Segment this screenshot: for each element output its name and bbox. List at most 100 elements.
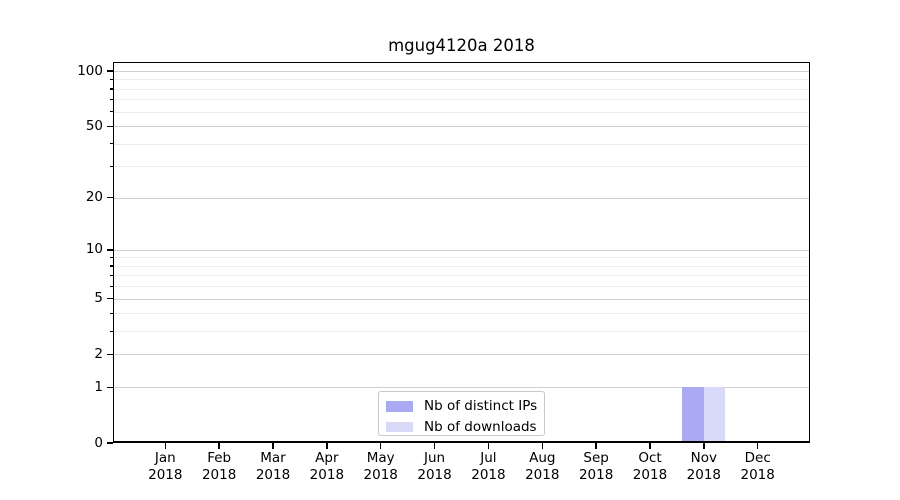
y-tick-label: 100 <box>77 62 103 79</box>
chart-title: mgug4120a 2018 <box>388 36 535 55</box>
minor-gridline <box>113 166 810 168</box>
x-tick <box>380 443 382 449</box>
x-tick-year: 2018 <box>201 466 237 483</box>
y-minor-tick <box>109 285 113 287</box>
x-tick <box>757 443 759 449</box>
x-tick-label: Mar 2018 <box>233 450 313 483</box>
bottom-spine <box>113 441 810 443</box>
y-minor-tick <box>109 111 113 113</box>
major-gridline <box>113 249 810 251</box>
legend: Nb of distinct IPs Nb of downloads <box>378 391 545 436</box>
y-tick <box>107 297 113 300</box>
x-tick-label: Oct 2018 <box>610 450 690 483</box>
x-tick-month: Nov <box>690 450 718 466</box>
x-tick-label: Feb 2018 <box>179 450 259 483</box>
y-tick <box>107 386 113 388</box>
x-tick-month: Mar <box>260 450 286 466</box>
x-tick-label: Nov 2018 <box>664 450 744 483</box>
y-minor-tick <box>109 265 113 267</box>
legend-label-distinct-ips: Nb of distinct IPs <box>424 398 538 415</box>
y-tick-label: 0 <box>94 434 103 451</box>
minor-gridline <box>113 143 810 145</box>
minor-gridline <box>113 88 810 90</box>
x-tick <box>487 443 490 449</box>
x-tick-year: 2018 <box>740 466 775 483</box>
legend-item-downloads: Nb of downloads <box>379 417 544 438</box>
x-tick-month: Oct <box>638 450 662 466</box>
major-gridline <box>113 354 810 356</box>
y-minor-tick <box>109 98 113 101</box>
y-minor-tick <box>109 330 113 332</box>
minor-gridline <box>113 275 810 277</box>
x-tick-year: 2018 <box>578 466 614 483</box>
minor-gridline <box>113 99 810 101</box>
x-tick-label: Sep 2018 <box>556 450 636 483</box>
legend-swatch-downloads <box>386 421 413 432</box>
y-tick <box>107 125 113 127</box>
x-tick-year: 2018 <box>417 466 452 483</box>
plot-area <box>113 62 810 443</box>
y-tick <box>107 249 113 251</box>
y-tick-label: 20 <box>85 189 103 206</box>
y-minor-tick <box>109 256 113 259</box>
x-tick-year: 2018 <box>686 466 722 483</box>
y-tick <box>107 197 113 199</box>
legend-item-distinct-ips: Nb of distinct IPs <box>379 396 544 417</box>
x-tick-label: Apr 2018 <box>287 450 367 483</box>
x-tick <box>272 443 274 449</box>
x-tick-month: Jan <box>154 450 176 466</box>
y-minor-tick <box>109 88 113 90</box>
x-tick-year: 2018 <box>148 466 183 483</box>
x-tick-month: Aug <box>529 450 556 466</box>
legend-swatch-distinct-ips <box>386 401 413 412</box>
x-tick-month: Jul <box>480 450 497 466</box>
y-tick-label: 5 <box>94 290 103 307</box>
y-minor-tick <box>109 274 113 277</box>
x-tick-year: 2018 <box>255 466 291 483</box>
legend-label-downloads: Nb of downloads <box>424 418 537 435</box>
y-tick <box>107 70 113 72</box>
x-tick-label: Dec 2018 <box>718 450 798 483</box>
minor-gridline <box>113 111 810 113</box>
x-tick <box>326 443 328 449</box>
x-tick-month: Jun <box>424 450 446 466</box>
x-tick-label: May 2018 <box>341 450 421 483</box>
x-tick-label: Jun 2018 <box>395 450 475 483</box>
x-tick-label: Jan 2018 <box>125 450 205 483</box>
x-tick-month: Apr <box>315 450 339 466</box>
x-tick-year: 2018 <box>471 466 506 483</box>
y-minor-tick <box>109 312 113 314</box>
major-gridline <box>113 298 810 300</box>
x-tick-label: Jul 2018 <box>448 450 528 483</box>
y-tick-label: 1 <box>94 378 103 395</box>
x-tick-year: 2018 <box>525 466 560 483</box>
x-tick <box>595 443 597 449</box>
bar-distinct-ips <box>682 387 704 443</box>
right-spine <box>808 62 810 443</box>
y-minor-tick <box>109 165 113 167</box>
minor-gridline <box>113 313 810 315</box>
x-tick-month: May <box>366 450 395 466</box>
major-gridline <box>113 387 810 389</box>
y-tick-label: 10 <box>85 241 103 258</box>
x-tick-label: Aug 2018 <box>502 450 582 483</box>
x-tick-year: 2018 <box>309 466 345 483</box>
major-gridline <box>113 71 810 73</box>
y-tick <box>107 442 113 444</box>
x-tick <box>703 443 705 449</box>
minor-gridline <box>113 331 810 333</box>
minor-gridline <box>113 286 810 288</box>
y-tick-label: 50 <box>85 117 103 134</box>
y-tick <box>107 353 113 356</box>
x-tick <box>541 443 543 449</box>
x-tick-year: 2018 <box>632 466 668 483</box>
x-tick <box>433 443 436 449</box>
x-tick-year: 2018 <box>363 466 398 483</box>
x-tick <box>649 443 651 449</box>
minor-gridline <box>113 257 810 259</box>
y-minor-tick <box>109 78 113 81</box>
left-spine <box>113 62 115 443</box>
minor-gridline <box>113 79 810 81</box>
x-tick <box>164 443 166 449</box>
